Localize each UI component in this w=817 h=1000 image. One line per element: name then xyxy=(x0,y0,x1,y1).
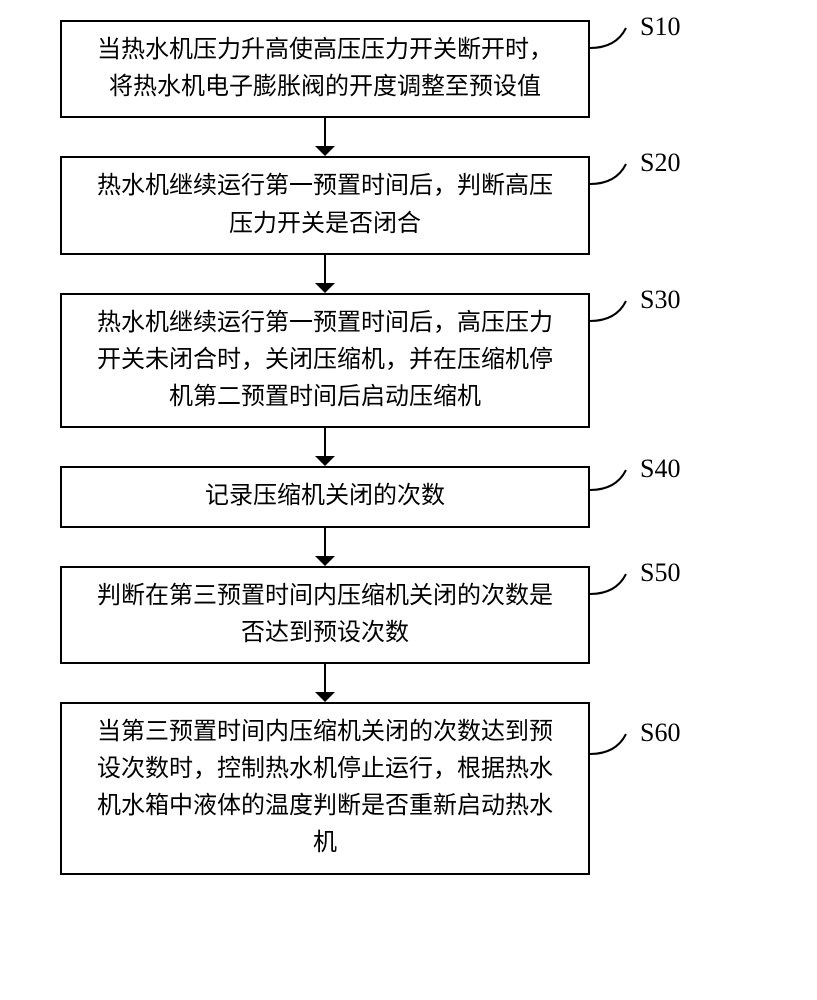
flow-step-s30: 热水机继续运行第一预置时间后，高压压力开关未闭合时，关闭压缩机，并在压缩机停机第… xyxy=(60,293,760,429)
flow-node: 判断在第三预置时间内压缩机关闭的次数是否达到预设次数 xyxy=(60,566,590,664)
flow-node-text: 热水机继续运行第一预置时间后，判断高压 xyxy=(76,168,574,205)
flow-node-text: 当热水机压力升高使高压压力开关断开时， xyxy=(76,32,574,69)
step-label: S20 xyxy=(640,148,680,178)
flow-arrow xyxy=(60,255,590,293)
flow-step-s40: 记录压缩机关闭的次数 S40 xyxy=(60,466,760,527)
flow-node-text: 当第三预置时间内压缩机关闭的次数达到预 xyxy=(76,714,574,751)
flow-node-text: 判断在第三预置时间内压缩机关闭的次数是 xyxy=(76,578,574,615)
flowchart-container: 当热水机压力升高使高压压力开关断开时，将热水机电子膨胀阀的开度调整至预设值 S1… xyxy=(60,20,760,875)
step-label: S30 xyxy=(640,285,680,315)
flow-arrow xyxy=(60,664,590,702)
flow-node-text: 热水机继续运行第一预置时间后，高压压力 xyxy=(76,305,574,342)
flow-step-s50: 判断在第三预置时间内压缩机关闭的次数是否达到预设次数 S50 xyxy=(60,566,760,664)
flow-node-text: 机第二预置时间后启动压缩机 xyxy=(76,379,574,416)
step-label: S60 xyxy=(640,718,680,748)
flow-step-s10: 当热水机压力升高使高压压力开关断开时，将热水机电子膨胀阀的开度调整至预设值 S1… xyxy=(60,20,760,118)
step-label: S40 xyxy=(640,454,680,484)
flow-step-s20: 热水机继续运行第一预置时间后，判断高压压力开关是否闭合 S20 xyxy=(60,156,760,254)
step-label: S10 xyxy=(640,12,680,42)
flow-node-text: 记录压缩机关闭的次数 xyxy=(76,478,574,515)
flow-node-text: 压力开关是否闭合 xyxy=(76,206,574,243)
step-label: S50 xyxy=(640,558,680,588)
flow-node: 热水机继续运行第一预置时间后，判断高压压力开关是否闭合 xyxy=(60,156,590,254)
flow-arrow xyxy=(60,118,590,156)
flow-node: 热水机继续运行第一预置时间后，高压压力开关未闭合时，关闭压缩机，并在压缩机停机第… xyxy=(60,293,590,429)
flow-arrow xyxy=(60,528,590,566)
flow-node-text: 设次数时，控制热水机停止运行，根据热水 xyxy=(76,751,574,788)
flow-node: 当第三预置时间内压缩机关闭的次数达到预设次数时，控制热水机停止运行，根据热水机水… xyxy=(60,702,590,875)
flow-step-s60: 当第三预置时间内压缩机关闭的次数达到预设次数时，控制热水机停止运行，根据热水机水… xyxy=(60,702,760,875)
flow-node-text: 机水箱中液体的温度判断是否重新启动热水 xyxy=(76,788,574,825)
flow-node: 当热水机压力升高使高压压力开关断开时，将热水机电子膨胀阀的开度调整至预设值 xyxy=(60,20,590,118)
flow-node-text: 开关未闭合时，关闭压缩机，并在压缩机停 xyxy=(76,342,574,379)
flow-node-text: 将热水机电子膨胀阀的开度调整至预设值 xyxy=(76,69,574,106)
flow-node-text: 否达到预设次数 xyxy=(76,615,574,652)
flow-node: 记录压缩机关闭的次数 xyxy=(60,466,590,527)
flow-node-text: 机 xyxy=(76,825,574,862)
flow-arrow xyxy=(60,428,590,466)
